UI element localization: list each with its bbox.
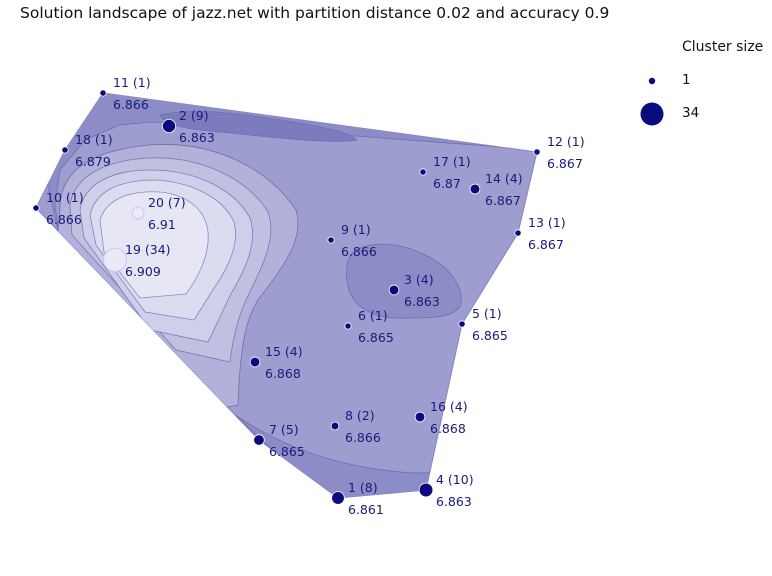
- point-marker-3: [388, 284, 400, 296]
- point-marker-17: [419, 168, 427, 176]
- point-value-10: 6.866: [46, 212, 82, 227]
- point-value-20: 6.91: [148, 217, 176, 232]
- legend-marker-large: [640, 102, 664, 126]
- point-label-5: 5 (1): [472, 306, 502, 321]
- point-label-7: 7 (5): [269, 422, 299, 437]
- point-marker-16: [414, 411, 426, 423]
- point-marker-9: [327, 236, 335, 244]
- point-label-8: 8 (2): [345, 408, 375, 423]
- point-label-19: 19 (34): [125, 242, 171, 257]
- point-label-11: 11 (1): [113, 75, 151, 90]
- point-marker-14: [469, 183, 481, 195]
- point-value-8: 6.866: [345, 430, 381, 445]
- point-marker-15: [249, 356, 261, 368]
- legend-marker-small: [648, 77, 656, 85]
- point-label-18: 18 (1): [75, 132, 113, 147]
- chart-title: Solution landscape of jazz.net with part…: [20, 4, 610, 22]
- point-marker-10: [32, 204, 40, 212]
- points-layer: 1 (8) 6.861 2 (9) 6.863 3 (4) 6.863 4 (10) 6.86…: [32, 75, 585, 517]
- point-value-6: 6.865: [358, 330, 394, 345]
- point-marker-7: [253, 434, 265, 446]
- point-label-15: 15 (4): [265, 344, 303, 359]
- point-value-9: 6.866: [341, 244, 377, 259]
- point-value-4: 6.863: [436, 494, 472, 509]
- point-label-16: 16 (4): [430, 399, 468, 414]
- point-value-11: 6.866: [113, 97, 149, 112]
- legend-label-large: 34: [682, 105, 700, 121]
- point-marker-13: [514, 229, 522, 237]
- point-value-1: 6.861: [348, 502, 384, 517]
- point-label-20: 20 (7): [148, 195, 186, 210]
- point-label-4: 4 (10): [436, 472, 474, 487]
- point-label-10: 10 (1): [46, 190, 84, 205]
- legend: [640, 77, 664, 126]
- point-marker-4: [418, 482, 434, 498]
- point-value-13: 6.867: [528, 237, 564, 252]
- point-value-16: 6.868: [430, 421, 466, 436]
- point-marker-11: [99, 89, 107, 97]
- point-value-14: 6.867: [485, 193, 521, 208]
- point-marker-6: [344, 322, 352, 330]
- contour-level-5: [99, 191, 209, 299]
- point-label-17: 17 (1): [433, 154, 471, 169]
- point-value-19: 6.909: [125, 264, 161, 279]
- point-label-12: 12 (1): [547, 134, 585, 149]
- point-marker-2: [161, 118, 177, 134]
- point-label-14: 14 (4): [485, 171, 523, 186]
- point-marker-8: [330, 421, 340, 431]
- landscape-contours: [35, 92, 538, 499]
- point-value-7: 6.865: [269, 444, 305, 459]
- point-label-13: 13 (1): [528, 215, 566, 230]
- point-value-3: 6.863: [404, 294, 440, 309]
- point-value-12: 6.867: [547, 156, 583, 171]
- point-label-1: 1 (8): [348, 480, 378, 495]
- point-value-17: 6.87: [433, 176, 461, 191]
- point-marker-18: [61, 146, 69, 154]
- legend-title: Cluster size: [682, 39, 764, 55]
- point-value-15: 6.868: [265, 366, 301, 381]
- point-value-18: 6.879: [75, 154, 111, 169]
- point-value-5: 6.865: [472, 328, 508, 343]
- point-label-9: 9 (1): [341, 222, 371, 237]
- point-label-3: 3 (4): [404, 272, 434, 287]
- point-marker-12: [533, 148, 541, 156]
- point-label-2: 2 (9): [179, 108, 209, 123]
- point-marker-1: [331, 491, 345, 505]
- point-label-6: 6 (1): [358, 308, 388, 323]
- point-value-2: 6.863: [179, 130, 215, 145]
- contour-ridge-2: [159, 111, 358, 142]
- point-marker-20: [131, 206, 145, 220]
- point-marker-19: [103, 248, 127, 272]
- contour-basin-3: [345, 243, 462, 319]
- legend-label-small: 1: [682, 72, 691, 88]
- point-marker-5: [458, 320, 466, 328]
